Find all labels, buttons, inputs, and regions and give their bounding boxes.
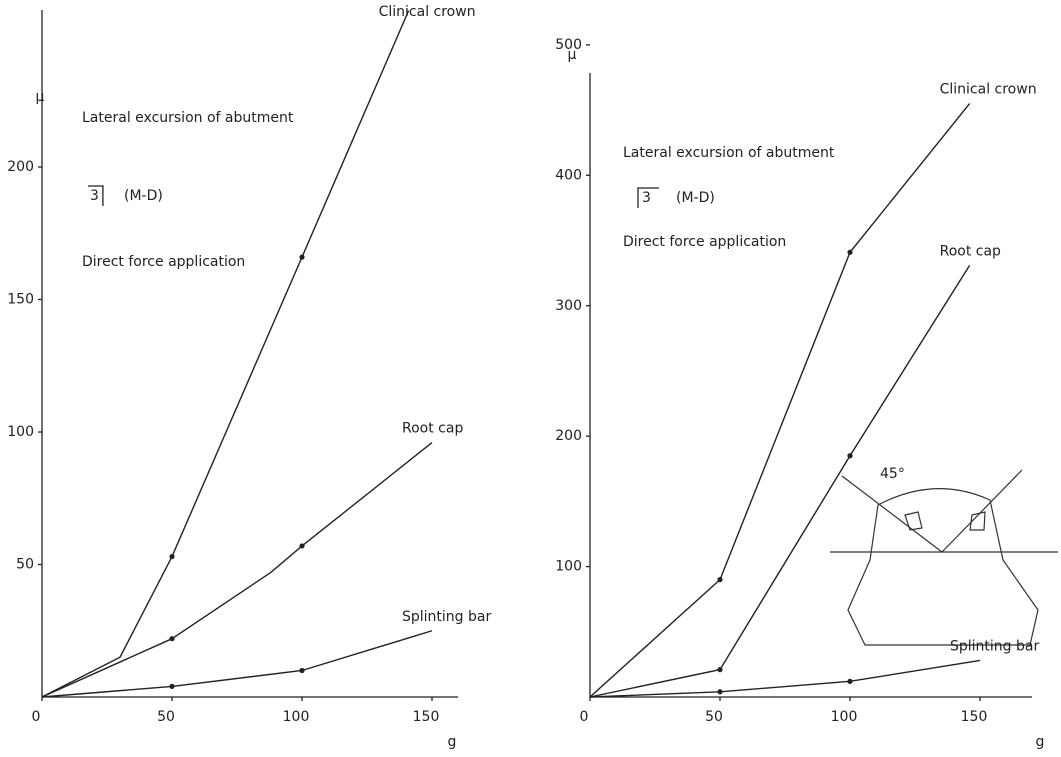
y-tick-label: 300: [555, 298, 582, 314]
series-label: Splinting bar: [402, 609, 491, 625]
y-axis-label: μ: [36, 89, 45, 105]
inset-diagram: [830, 470, 1058, 645]
y-tick-label: 100: [555, 559, 582, 575]
direction: (M-D): [124, 188, 163, 204]
series-line: [42, 443, 432, 697]
tooth-number: 3: [642, 190, 651, 206]
y-tick-label: 400: [555, 167, 582, 183]
series-line: [590, 265, 970, 697]
data-point: [847, 679, 852, 684]
data-point: [847, 453, 852, 458]
data-point: [169, 636, 174, 641]
data-point: [299, 668, 304, 673]
y-tick-label: 150: [7, 292, 34, 308]
direction: (M-D): [676, 190, 715, 206]
series-label: Clinical crown: [379, 4, 476, 20]
x-tick-label: 100: [831, 709, 858, 725]
x-axis-label: g: [448, 734, 457, 750]
data-point: [299, 543, 304, 548]
x-tick-label: 0: [580, 709, 589, 725]
series-line: [42, 631, 432, 697]
data-point: [299, 255, 304, 260]
x-tick-label: 0: [32, 709, 41, 725]
x-tick-label: 150: [961, 709, 988, 725]
y-axis-label: μ: [568, 47, 577, 63]
series-label: Clinical crown: [940, 82, 1037, 98]
y-tick-label: 50: [16, 557, 34, 573]
x-tick-label: 50: [705, 709, 723, 725]
series-label: Root cap: [402, 421, 463, 437]
x-tick-label: 50: [157, 709, 175, 725]
series-label: Root cap: [940, 243, 1001, 259]
y-tick-label: 200: [7, 159, 34, 175]
data-point: [717, 577, 722, 582]
x-tick-label: 100: [283, 709, 310, 725]
x-tick-label: 150: [413, 709, 440, 725]
note-method: Direct force application: [623, 234, 786, 250]
y-tick-label: 200: [555, 428, 582, 444]
figure: 50 100 150 200 0 50 100 150 μ g Lateral excursion …: [0, 0, 1061, 757]
x-axis-label: g: [1036, 734, 1045, 750]
data-point: [169, 684, 174, 689]
data-point: [717, 667, 722, 672]
y-tick-label: 100: [7, 424, 34, 440]
data-point: [169, 554, 174, 559]
inset-angle: 45°: [880, 466, 905, 482]
note-title: Lateral excursion of abutment: [82, 110, 294, 126]
note-title: Lateral excursion of abutment: [623, 145, 835, 161]
series-line: [590, 660, 980, 697]
data-point: [717, 689, 722, 694]
data-point: [847, 250, 852, 255]
tooth-number: 3: [90, 188, 99, 204]
note-method: Direct force application: [82, 254, 245, 270]
series-label: Splinting bar: [950, 638, 1039, 654]
